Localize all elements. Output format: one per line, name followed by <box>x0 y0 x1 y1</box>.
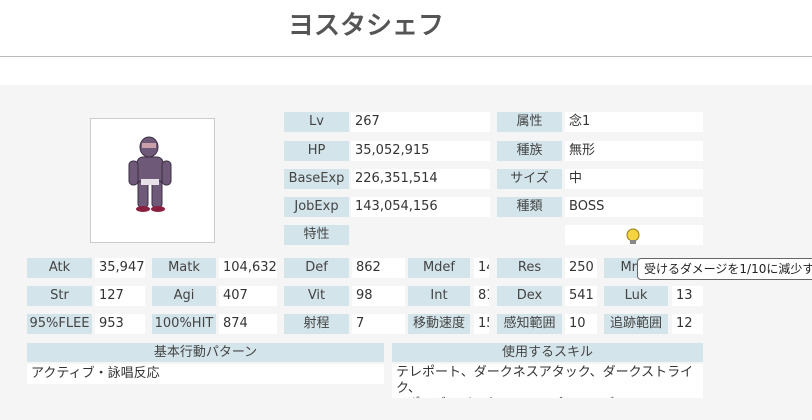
stat-label: 100%HIT <box>152 314 216 334</box>
stat-value: 98 <box>352 286 405 306</box>
info-label: 特性 <box>284 225 349 245</box>
stat-value: 874 <box>219 314 277 334</box>
info-label: HP <box>284 141 349 161</box>
stat-label: Mdef <box>408 258 470 278</box>
stat-label: Def <box>284 258 349 278</box>
stat-value: 250 <box>565 258 597 278</box>
stat-label: Matk <box>152 258 216 278</box>
info-label: 種類 <box>497 197 562 217</box>
stat-label: Vit <box>284 286 349 306</box>
info-label: サイズ <box>497 169 562 189</box>
stat-label: 射程 <box>284 314 349 334</box>
sprite <box>128 136 172 212</box>
stat-label: Str <box>27 286 92 306</box>
stat-value: 541 <box>565 286 597 306</box>
stat-value: 7 <box>352 314 405 334</box>
info-value: 226,351,514 <box>351 169 490 189</box>
stat-value: 142 <box>474 258 489 278</box>
info-label: 種族 <box>497 141 562 161</box>
stat-label: Atk <box>27 258 92 278</box>
stat-label: 追跡範囲 <box>604 314 668 334</box>
section-header: 基本行動パターン <box>27 343 384 362</box>
stat-value: 953 <box>95 314 145 334</box>
info-label: BaseExp <box>284 169 349 189</box>
monster-image <box>90 118 215 243</box>
info-value: 267 <box>351 112 490 132</box>
stat-label: Res <box>497 258 562 278</box>
stat-value: 150 <box>474 314 489 334</box>
info-value: BOSS <box>565 197 703 217</box>
stat-value: 35,947 <box>95 258 145 278</box>
stat-value: 127 <box>95 286 145 306</box>
section-header: 使用するスキル <box>392 343 703 362</box>
stat-value: 10 <box>565 314 597 334</box>
info-label: Lv <box>284 112 349 132</box>
info-label: JobExp <box>284 197 349 217</box>
info-value: 念1 <box>565 112 703 132</box>
info-label: 属性 <box>497 112 562 132</box>
stat-label: Dex <box>497 286 562 306</box>
skill-line: Mポイズンバスター、コラプトアンデッド <box>396 397 703 398</box>
stat-value: 407 <box>219 286 277 306</box>
tooltip: 受けるダメージを1/10に減少する <box>637 258 812 280</box>
stat-value: 13 <box>672 286 703 306</box>
section-text: テレポート、ダークネスアタック、ダークストライク、Mポイズンバスター、コラプトア… <box>392 364 703 398</box>
header-rule <box>0 56 812 57</box>
info-value: 無形 <box>565 141 703 161</box>
stat-value: 81 <box>474 286 489 306</box>
page-title: ヨスタシェフ <box>288 11 445 41</box>
stat-label: Int <box>408 286 470 306</box>
stat-label: Luk <box>604 286 668 306</box>
trait-icon <box>624 228 642 246</box>
stat-label: 移動速度 <box>408 314 470 334</box>
stat-value: 12 <box>672 314 703 334</box>
stat-value: 862 <box>352 258 405 278</box>
info-value: 35,052,915 <box>351 141 490 161</box>
stat-label: Agi <box>152 286 216 306</box>
info-value: 143,054,156 <box>351 197 490 217</box>
skill-line: テレポート、ダークネスアタック、ダークストライク、 <box>396 365 694 396</box>
section-text: アクティブ・詠唱反応 <box>27 364 384 384</box>
info-value: 中 <box>565 169 703 189</box>
stat-label: 95%FLEE <box>27 314 92 334</box>
stat-value: 104,632 <box>219 258 277 278</box>
stat-label: 感知範囲 <box>497 314 562 334</box>
